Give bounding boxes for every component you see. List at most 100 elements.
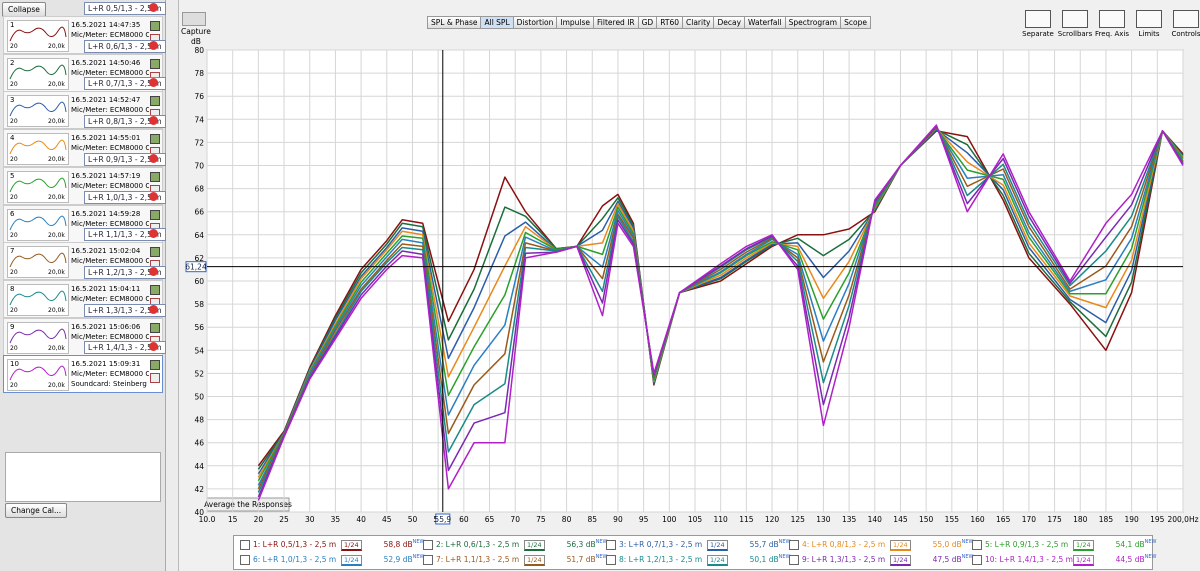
- item-icon[interactable]: [150, 21, 160, 31]
- delete-icon[interactable]: [149, 191, 158, 201]
- measurement-item[interactable]: 8 20 20,0k 16.5.2021 15:04:11 Mic/Meter: ECM…: [3, 279, 163, 318]
- tool-button[interactable]: Limits: [1131, 8, 1167, 38]
- average-label[interactable]: Average the Responses: [204, 500, 292, 509]
- checkbox[interactable]: [240, 539, 250, 550]
- measurement-name[interactable]: L+R 1,1/1,3 - 2,5 m: [84, 228, 166, 242]
- item-icon[interactable]: [150, 247, 160, 258]
- x-tick-label: 30: [305, 515, 315, 524]
- legend-entry: 4: L+R 0,8/1,3 - 2,5 m 1/24 55,0 dBNEW: [789, 539, 973, 552]
- x-tick-label: 50: [408, 515, 418, 524]
- legend-name: 2: L+R 0,6/1,3 - 2,5 m: [436, 539, 520, 549]
- checkbox[interactable]: [240, 554, 250, 565]
- thumb-label: 20,0k: [48, 306, 65, 314]
- checkbox[interactable]: [423, 539, 433, 550]
- x-tick-label: 105: [688, 515, 703, 524]
- measurement-name[interactable]: L+R 1,0/1,3 - 2,5 m: [84, 190, 166, 204]
- checkbox[interactable]: [972, 554, 982, 565]
- tool-button[interactable]: Freq. Axis: [1094, 8, 1130, 38]
- measurement-mic: Mic/Meter: ECM8000 Cali: [71, 144, 149, 153]
- x-tick-label: 85: [587, 515, 597, 524]
- tab[interactable]: Scope: [840, 16, 871, 29]
- delete-icon[interactable]: [149, 266, 158, 276]
- smoothing[interactable]: 1/24: [1073, 539, 1094, 551]
- thumb-number: 5: [10, 171, 15, 180]
- cursor-box: [185, 261, 207, 273]
- delete-icon[interactable]: [149, 304, 158, 314]
- measurement-item[interactable]: 2 20 20,0k 16.5.2021 14:50:46 Mic/Meter: ECM…: [3, 53, 163, 92]
- measurement-name[interactable]: L+R 0,5/1,3 - 2,5 m: [84, 2, 166, 15]
- delete-icon[interactable]: [149, 229, 158, 239]
- smoothing[interactable]: 1/24: [524, 539, 545, 551]
- capture-icon[interactable]: [182, 12, 206, 26]
- checkbox[interactable]: [789, 554, 799, 565]
- checkbox[interactable]: [789, 539, 799, 550]
- tool-label: Limits: [1138, 30, 1160, 38]
- smoothing[interactable]: 1/24: [1073, 554, 1094, 566]
- item-icon[interactable]: [150, 134, 160, 145]
- measurement-name[interactable]: L+R 1,4/1,3 - 2,5 m: [84, 341, 166, 355]
- delete-icon[interactable]: [149, 116, 158, 126]
- item-icon[interactable]: [150, 58, 160, 69]
- checkbox[interactable]: [606, 554, 616, 565]
- tool-button[interactable]: Scrollbars: [1057, 8, 1093, 38]
- measurement-item[interactable]: 3 20 20,0k 16.5.2021 14:52:47 Mic/Meter: ECM…: [3, 91, 163, 130]
- tab[interactable]: RT60: [656, 16, 684, 29]
- thumb-number: 8: [10, 284, 15, 293]
- item-icon[interactable]: [150, 360, 160, 371]
- smoothing[interactable]: 1/24: [707, 539, 728, 551]
- checkbox[interactable]: [606, 539, 616, 550]
- tab[interactable]: All SPL: [480, 16, 514, 29]
- legend-entry: 1: L+R 0,5/1,3 - 2,5 m 1/24 58,8 dBNEW: [240, 539, 424, 552]
- item-icon[interactable]: [150, 322, 160, 333]
- smoothing[interactable]: 1/24: [707, 554, 728, 566]
- smoothing[interactable]: 1/24: [341, 539, 362, 551]
- item-icon[interactable]: [150, 171, 160, 182]
- smoothing[interactable]: 1/24: [524, 554, 545, 566]
- y-tick-label: 52: [194, 369, 204, 378]
- item-icon[interactable]: [150, 96, 160, 107]
- measurement-name[interactable]: L+R 1,2/1,3 - 2,5 m: [84, 265, 166, 279]
- delete-icon[interactable]: [149, 3, 158, 12]
- tab[interactable]: Decay: [713, 16, 746, 29]
- capture-label[interactable]: Capture: [181, 27, 211, 36]
- measurement-item[interactable]: 10 20 20,0k 16.5.2021 15:09:31 Mic/Meter: EC…: [3, 355, 163, 394]
- thumbnail: 8 20 20,0k: [7, 283, 69, 316]
- measurement-date: 16.5.2021 15:02:04: [71, 247, 141, 256]
- measurement-name[interactable]: L+R 0,9/1,3 - 2,5 m: [84, 152, 166, 166]
- item-icon[interactable]: [150, 373, 160, 384]
- thumb-number: 3: [10, 96, 15, 105]
- delete-icon[interactable]: [149, 153, 158, 163]
- measurement-name[interactable]: L+R 0,6/1,3 - 2,5 m: [84, 39, 166, 53]
- item-icon[interactable]: [150, 209, 160, 220]
- measurement-name[interactable]: L+R 0,8/1,3 - 2,5 m: [84, 115, 166, 129]
- checkbox[interactable]: [972, 539, 982, 550]
- delete-icon[interactable]: [149, 40, 158, 50]
- thumb-number: 7: [10, 247, 15, 256]
- measurement-name[interactable]: L+R 1,3/1,3 - 2,5 m: [84, 303, 166, 317]
- measurement-name[interactable]: L+R 0,7/1,3 - 2,5 m: [84, 77, 166, 91]
- scrollbar[interactable]: [166, 0, 179, 571]
- legend-entry: 2: L+R 0,6/1,3 - 2,5 m 1/24 56,3 dBNEW: [423, 539, 607, 552]
- tab[interactable]: Spectrogram: [784, 16, 842, 29]
- legend-level: 51,7 dB: [566, 554, 596, 564]
- measurement-mic: Mic/Meter: ECM8000 Cali: [71, 106, 149, 115]
- y-tick-label: 78: [194, 69, 204, 78]
- tool-button[interactable]: Separate: [1020, 8, 1056, 38]
- measurement-item[interactable]: 6 20 20,0k 16.5.2021 14:59:28 Mic/Meter: ECM…: [3, 204, 163, 243]
- smoothing[interactable]: 1/24: [890, 554, 911, 566]
- thumb-number: 1: [10, 21, 15, 29]
- smoothing[interactable]: 1/24: [890, 539, 911, 551]
- delete-icon[interactable]: [149, 78, 158, 88]
- measurement-date: 16.5.2021 14:52:47: [71, 96, 141, 105]
- change-cal-button[interactable]: Change Cal...: [5, 503, 68, 518]
- checkbox[interactable]: [423, 554, 433, 565]
- smoothing[interactable]: 1/24: [341, 554, 362, 566]
- thumbnail: 9 20 20,0k: [7, 321, 69, 354]
- tab-bar: SPL & Phase All SPL Distortion Impulse Filte…: [427, 16, 871, 29]
- delete-icon[interactable]: [149, 342, 158, 352]
- item-icon[interactable]: [150, 284, 160, 295]
- measurement-date: 16.5.2021 14:47:35: [71, 21, 141, 29]
- trace: [9, 290, 67, 306]
- tool-button[interactable]: Controls: [1168, 8, 1200, 38]
- thumbnail: 1 20 20,0k: [7, 20, 69, 52]
